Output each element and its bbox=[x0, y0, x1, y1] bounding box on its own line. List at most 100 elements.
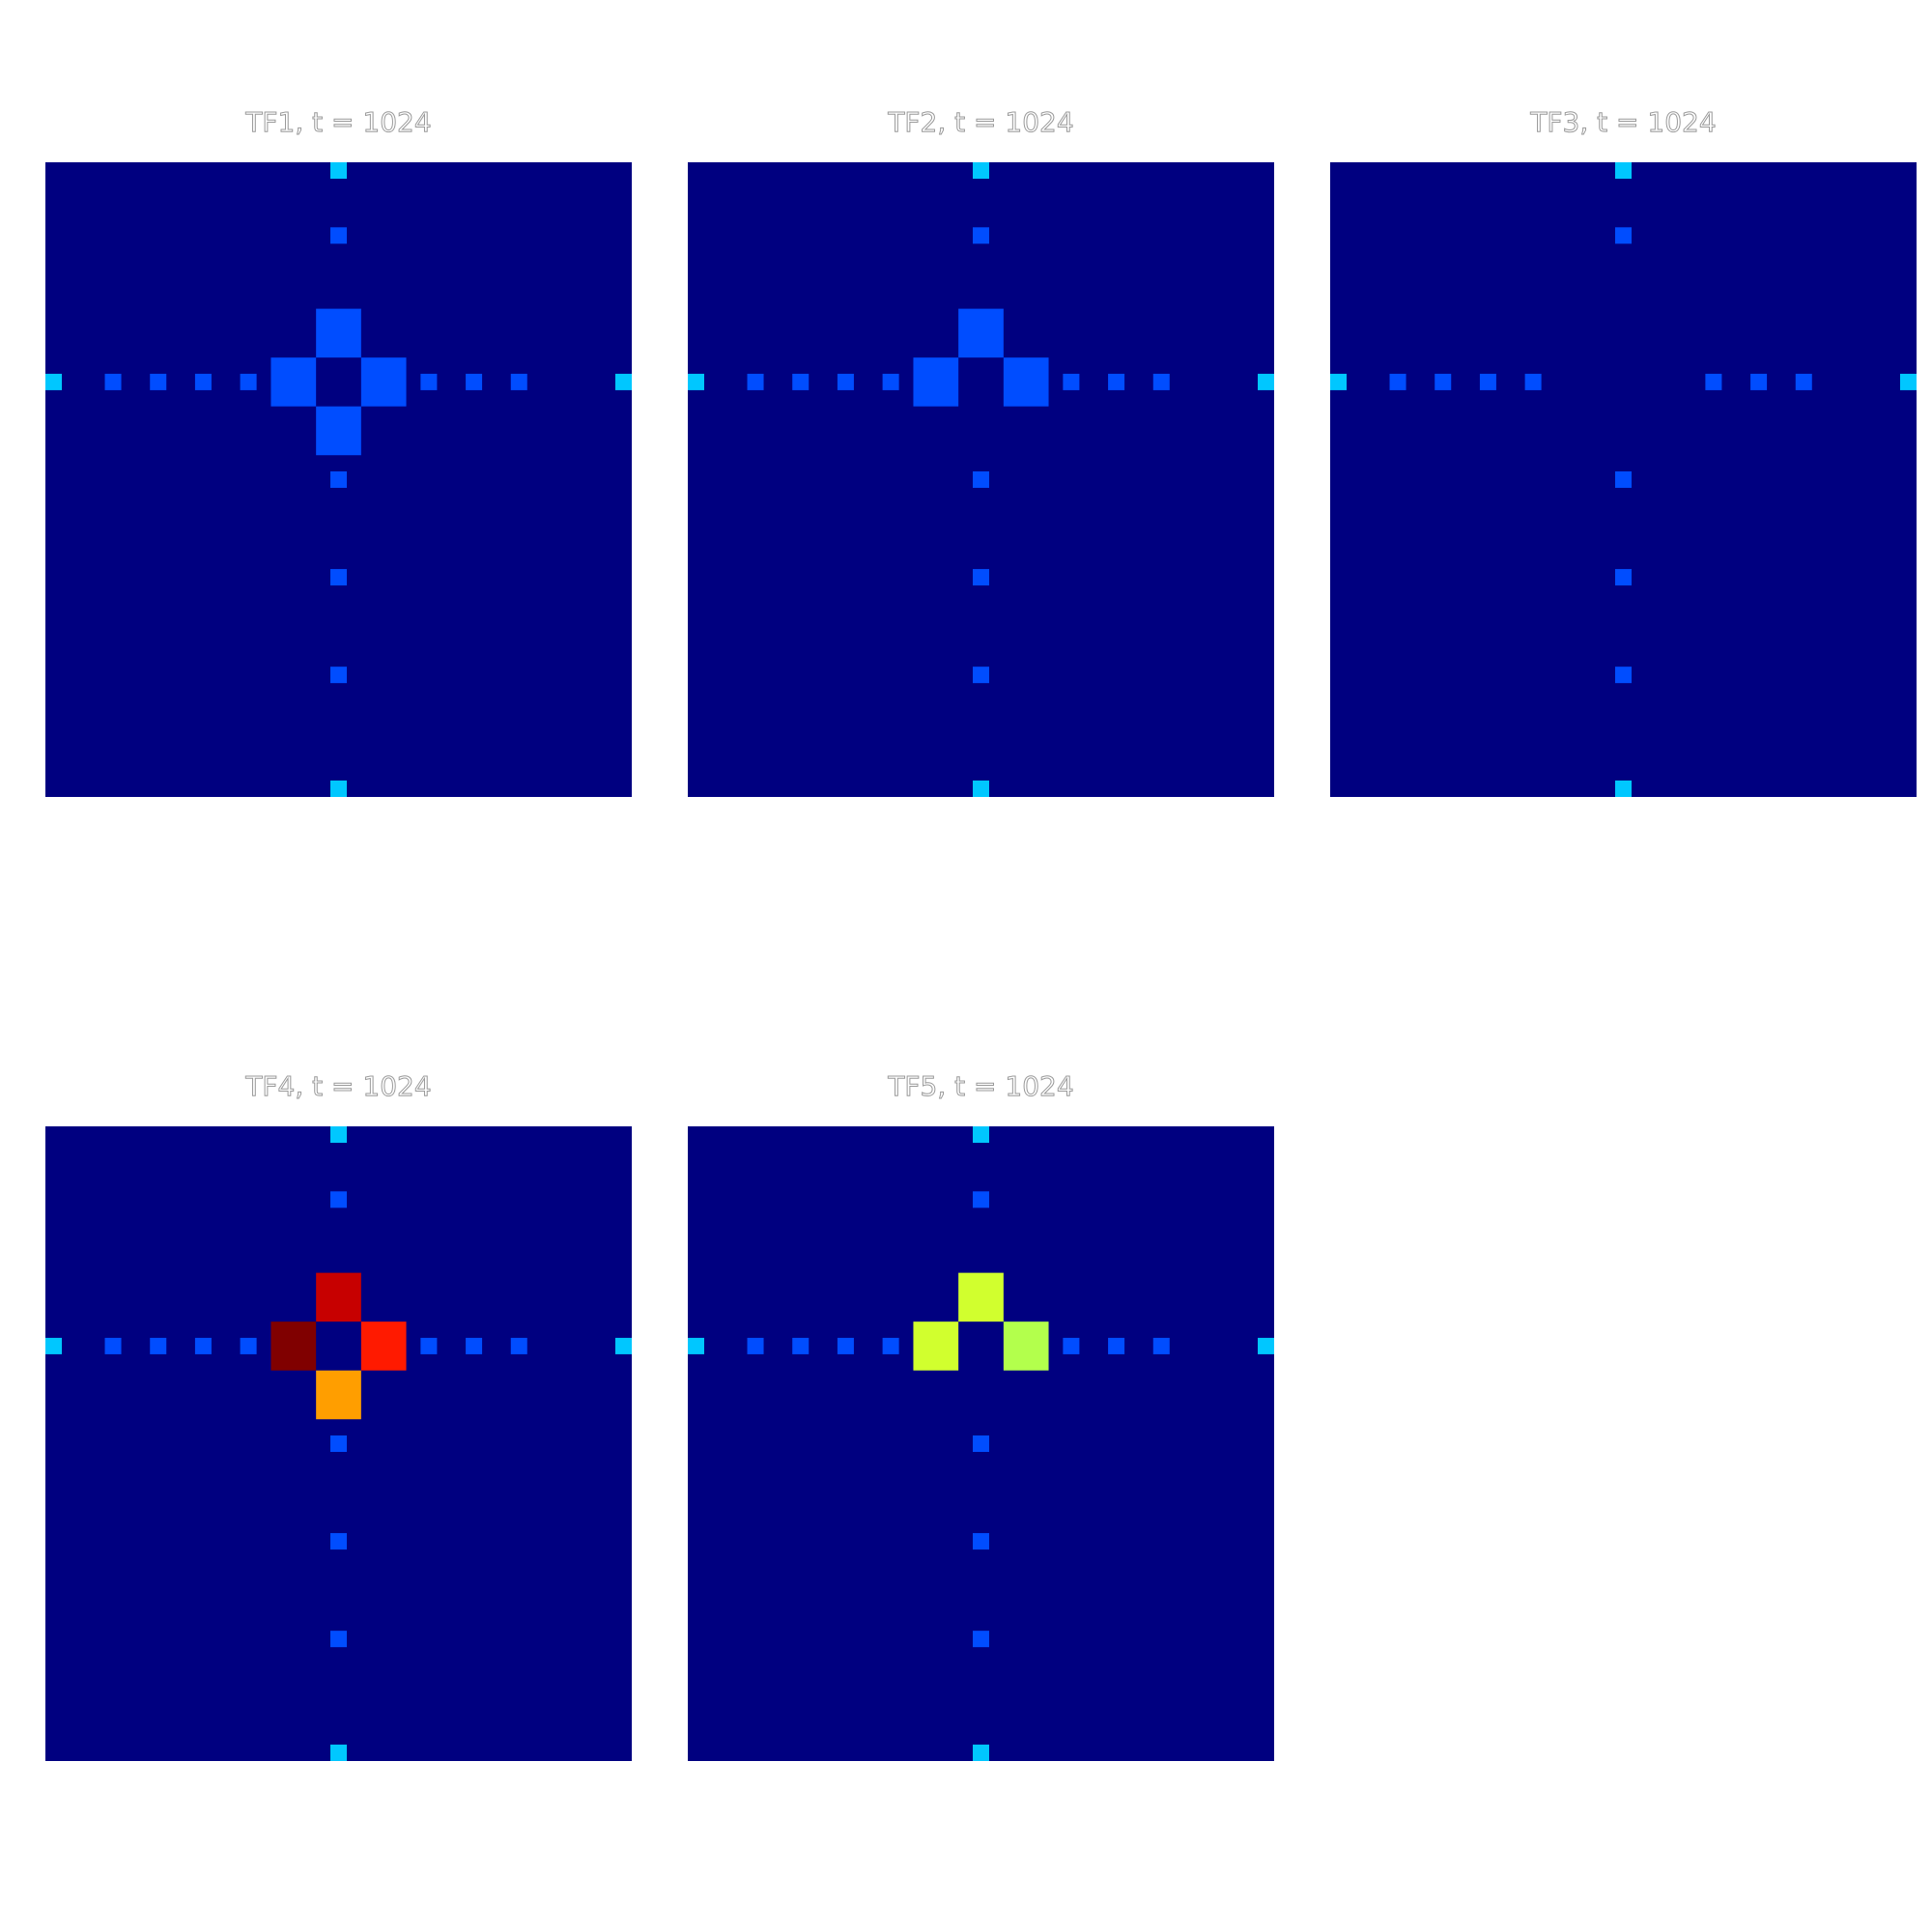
heatmap-marker bbox=[973, 1126, 989, 1143]
heatmap-cell bbox=[360, 1321, 407, 1371]
heatmap-marker bbox=[150, 373, 167, 390]
heatmap-marker bbox=[973, 1191, 989, 1208]
heatmap-marker bbox=[747, 373, 764, 390]
heatmap-marker bbox=[330, 1191, 347, 1208]
heatmap-plot bbox=[45, 162, 632, 797]
chart-title: TF2, t = 1024 bbox=[888, 106, 1074, 139]
heatmap-marker bbox=[240, 373, 257, 390]
heatmap-cell bbox=[270, 357, 317, 407]
heatmap-plot bbox=[1330, 162, 1917, 797]
heatmap-marker bbox=[1479, 373, 1496, 390]
heatmap-plot bbox=[688, 162, 1274, 797]
heatmap-marker bbox=[1615, 781, 1632, 797]
heatmap-marker bbox=[688, 1337, 704, 1354]
heatmap-marker bbox=[1152, 373, 1170, 390]
heatmap-marker bbox=[973, 667, 989, 684]
heatmap-marker bbox=[330, 1533, 347, 1550]
heatmap-marker bbox=[837, 373, 854, 390]
heatmap-marker bbox=[1615, 667, 1632, 684]
heatmap-marker bbox=[240, 1337, 257, 1354]
heatmap-marker bbox=[1435, 373, 1452, 390]
heatmap-cell bbox=[316, 406, 361, 456]
heatmap-marker bbox=[330, 1435, 347, 1452]
heatmap-cell bbox=[1003, 1321, 1049, 1371]
heatmap-marker bbox=[615, 1337, 632, 1354]
heatmap-panel-tf5: TF5, t = 1024 bbox=[688, 1070, 1274, 1766]
heatmap-marker bbox=[194, 373, 212, 390]
heatmap-marker bbox=[973, 1435, 989, 1452]
heatmap-marker bbox=[104, 1337, 122, 1354]
heatmap-marker bbox=[45, 373, 62, 390]
heatmap-marker bbox=[1900, 373, 1917, 390]
heatmap-marker bbox=[1258, 373, 1274, 390]
heatmap-marker bbox=[882, 373, 899, 390]
heatmap-cell bbox=[316, 308, 361, 358]
heatmap-plot bbox=[688, 1126, 1274, 1761]
heatmap-marker bbox=[1795, 373, 1812, 390]
heatmap-marker bbox=[688, 373, 704, 390]
heatmap-marker bbox=[1108, 373, 1125, 390]
heatmap-marker bbox=[1063, 373, 1080, 390]
heatmap-cell bbox=[360, 357, 407, 407]
heatmap-marker bbox=[1063, 1337, 1080, 1354]
heatmap-marker bbox=[510, 373, 527, 390]
heatmap-marker bbox=[510, 1337, 527, 1354]
heatmap-cell bbox=[913, 357, 959, 407]
heatmap-marker bbox=[1524, 373, 1542, 390]
heatmap-marker bbox=[45, 1337, 62, 1354]
heatmap-plot bbox=[45, 1126, 632, 1761]
heatmap-marker bbox=[466, 1337, 483, 1354]
heatmap-marker bbox=[466, 373, 483, 390]
heatmap-marker bbox=[747, 1337, 764, 1354]
heatmap-marker bbox=[1389, 373, 1406, 390]
heatmap-marker bbox=[1330, 373, 1347, 390]
heatmap-marker bbox=[330, 162, 347, 179]
heatmap-marker bbox=[330, 569, 347, 586]
heatmap-cell bbox=[958, 1272, 1004, 1322]
heatmap-marker bbox=[1108, 1337, 1125, 1354]
heatmap-cell bbox=[316, 1370, 361, 1420]
heatmap-marker bbox=[973, 471, 989, 488]
heatmap-panel-tf2: TF2, t = 1024 bbox=[688, 106, 1274, 802]
heatmap-panel-tf4: TF4, t = 1024 bbox=[45, 1070, 632, 1766]
heatmap-marker bbox=[1615, 471, 1632, 488]
heatmap-cell bbox=[913, 1321, 959, 1371]
heatmap-marker bbox=[973, 781, 989, 797]
heatmap-marker bbox=[973, 162, 989, 179]
chart-title: TF4, t = 1024 bbox=[245, 1070, 432, 1103]
heatmap-marker bbox=[420, 1337, 438, 1354]
heatmap-marker bbox=[104, 373, 122, 390]
chart-title: TF5, t = 1024 bbox=[888, 1070, 1074, 1103]
heatmap-marker bbox=[330, 1745, 347, 1761]
heatmap-panel-tf1: TF1, t = 1024 bbox=[45, 106, 632, 802]
heatmap-marker bbox=[973, 1533, 989, 1550]
heatmap-marker bbox=[973, 569, 989, 586]
heatmap-marker bbox=[1615, 227, 1632, 244]
heatmap-marker bbox=[1705, 373, 1722, 390]
heatmap-cell bbox=[316, 1272, 361, 1322]
chart-title: TF3, t = 1024 bbox=[1530, 106, 1717, 139]
heatmap-marker bbox=[973, 1745, 989, 1761]
heatmap-marker bbox=[973, 1631, 989, 1648]
heatmap-marker bbox=[420, 373, 438, 390]
heatmap-marker bbox=[330, 1631, 347, 1648]
heatmap-cell bbox=[1003, 357, 1049, 407]
heatmap-marker bbox=[1615, 162, 1632, 179]
heatmap-marker bbox=[792, 1337, 810, 1354]
heatmap-cell bbox=[270, 1321, 317, 1371]
heatmap-marker bbox=[792, 373, 810, 390]
heatmap-marker bbox=[330, 471, 347, 488]
heatmap-marker bbox=[1615, 569, 1632, 586]
heatmap-marker bbox=[330, 1126, 347, 1143]
heatmap-marker bbox=[194, 1337, 212, 1354]
heatmap-marker bbox=[1750, 373, 1768, 390]
heatmap-marker bbox=[615, 373, 632, 390]
heatmap-marker bbox=[330, 667, 347, 684]
heatmap-marker bbox=[837, 1337, 854, 1354]
heatmap-cell bbox=[958, 308, 1004, 358]
heatmap-marker bbox=[150, 1337, 167, 1354]
heatmap-panel-tf3: TF3, t = 1024 bbox=[1330, 106, 1917, 802]
heatmap-marker bbox=[1152, 1337, 1170, 1354]
heatmap-marker bbox=[882, 1337, 899, 1354]
chart-title: TF1, t = 1024 bbox=[245, 106, 432, 139]
